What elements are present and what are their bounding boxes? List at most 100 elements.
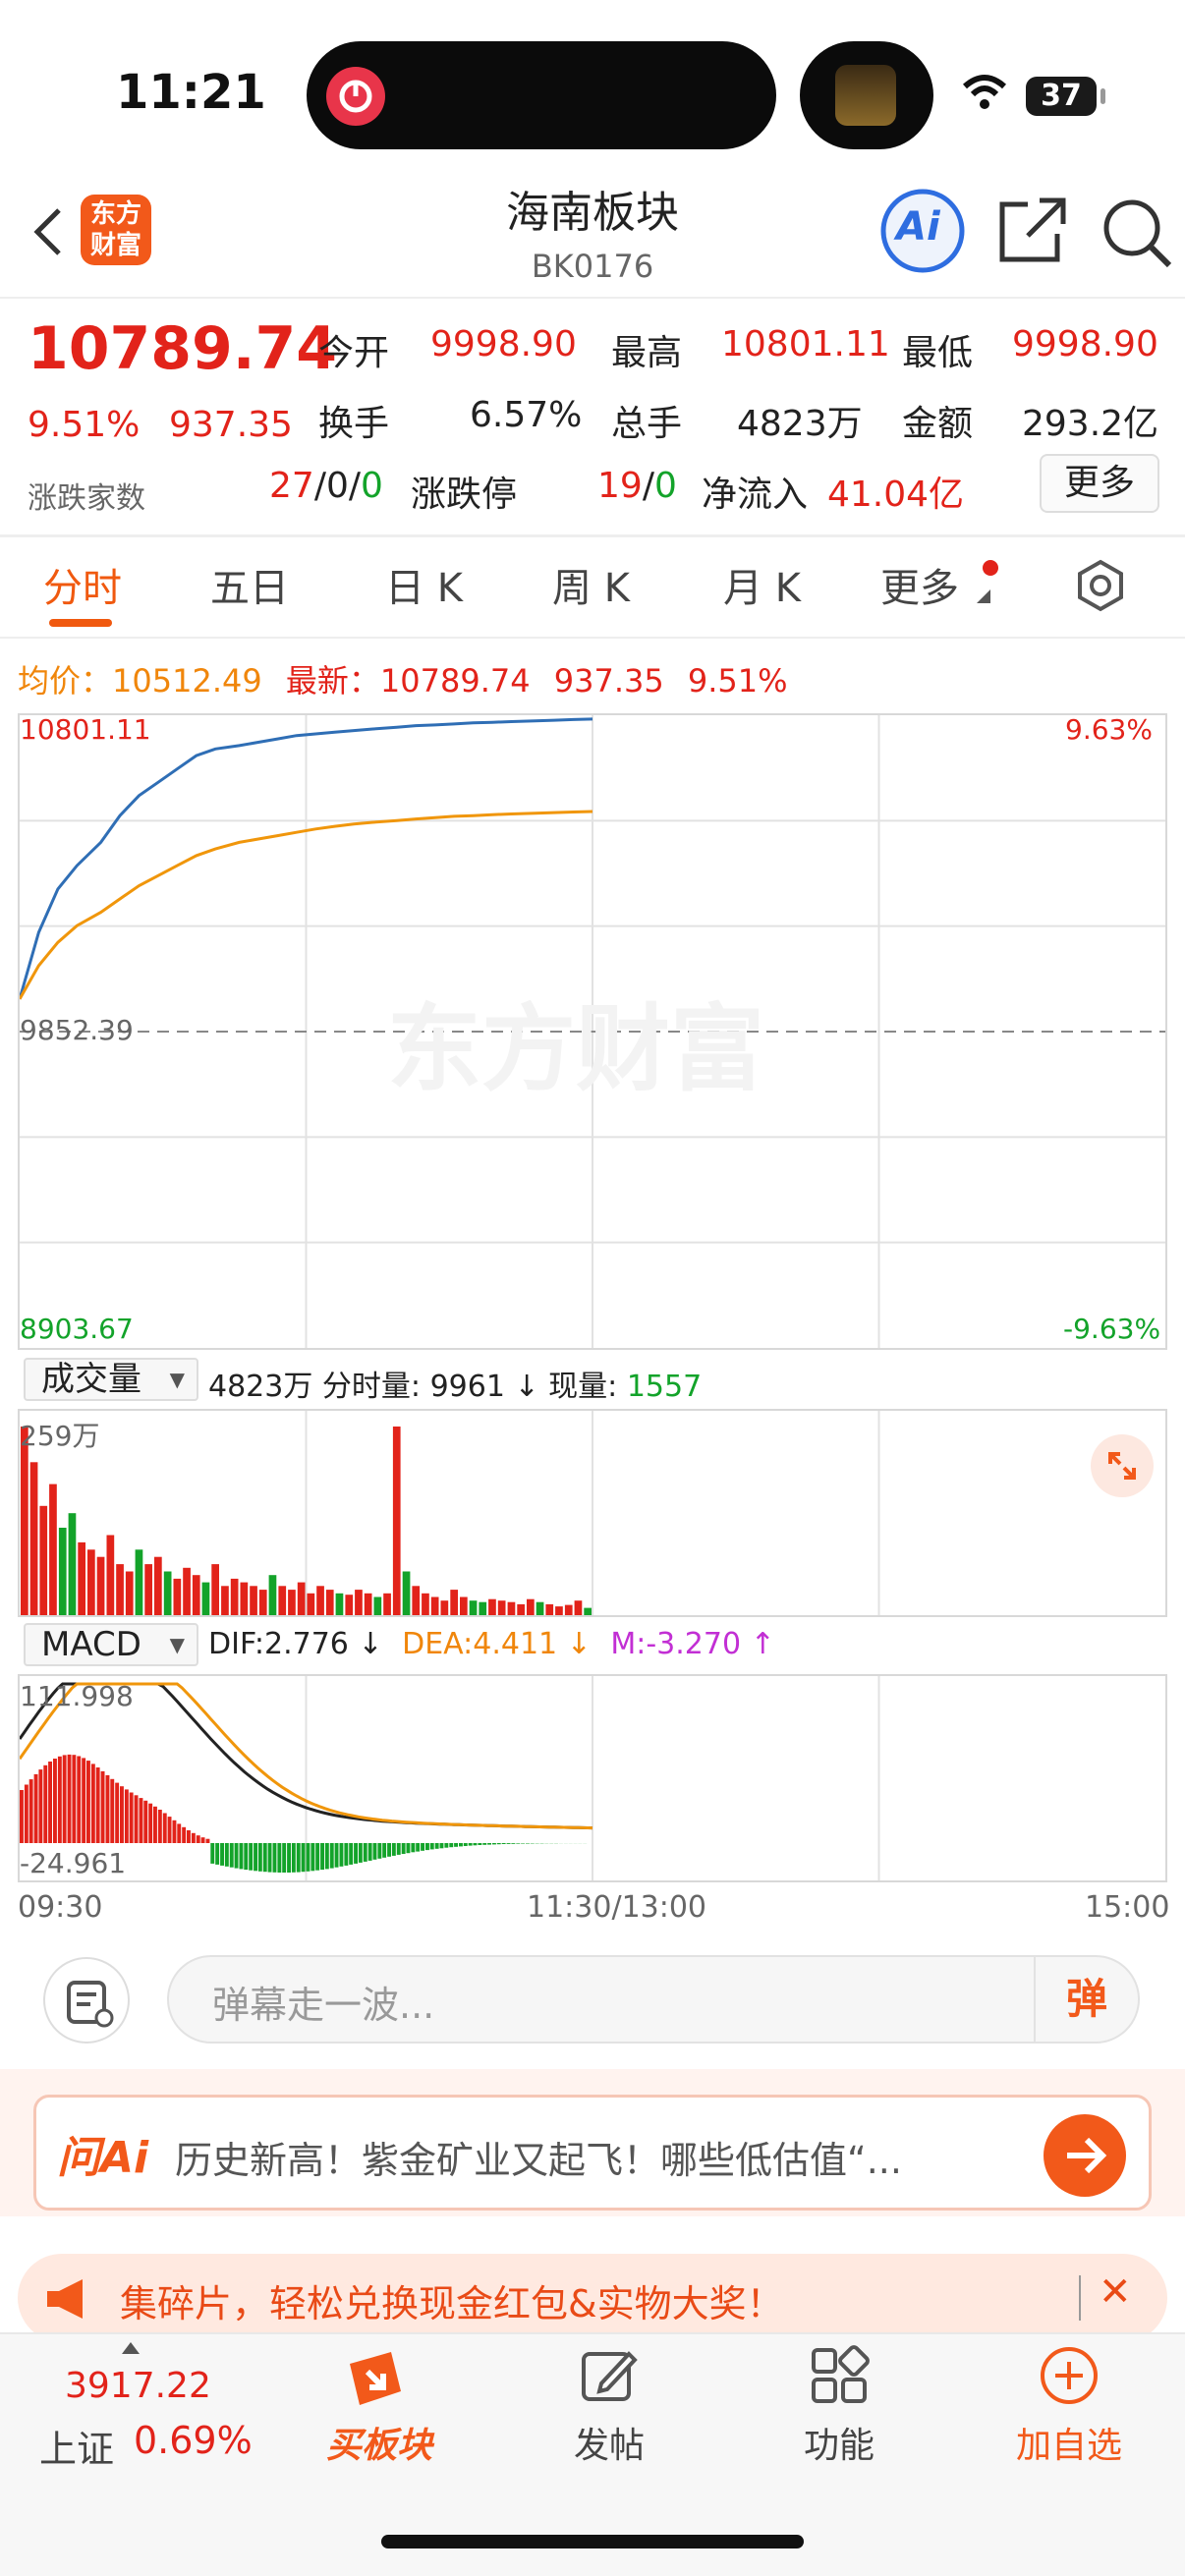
macd-hist-bar [358,1843,363,1863]
ai-icon [880,189,965,273]
macd-hist-bar [277,1843,282,1873]
volume-bar [383,1593,391,1615]
macd-hist-bar [134,1795,139,1843]
macd-indicator-select[interactable]: MACD ▼ [24,1623,198,1666]
volume-chart[interactable] [18,1409,1167,1617]
pct-change: 9.51% [28,405,141,445]
music-app-icon[interactable] [326,67,385,126]
macd-hist-bar [468,1843,473,1846]
buy-sector-label[interactable]: 买板块 [325,2426,432,2466]
volume-bar [536,1601,544,1615]
macd-hist-bar [425,1843,429,1851]
volume-bar [488,1598,496,1615]
macd-hist-bar [254,1843,257,1872]
share-button[interactable] [988,187,1077,275]
macd-hist-bar [210,1843,215,1864]
volume-bar [288,1590,296,1615]
volume-bar [221,1586,229,1615]
ai-question-box[interactable] [33,2095,1152,2211]
tab-five-day[interactable]: 五日 [210,566,289,611]
search-button[interactable] [1091,187,1179,275]
index-name[interactable]: 上证 [39,2428,115,2471]
promo-banner[interactable] [18,2254,1167,2342]
album-art-icon[interactable] [835,65,896,126]
avg-value: 10512.49 [112,662,262,700]
macd-hist-bar [205,1838,210,1843]
volume-bar [250,1586,257,1615]
price-line [20,717,593,1000]
dropdown-arrow-icon: ▼ [169,1633,185,1656]
macd-hist-bar [329,1843,334,1869]
volume-value: 4823万 [737,404,863,444]
macd-hist-bar [320,1843,324,1871]
promo-text: 集碎片，轻松兑换现金红包&实物大奖！ [120,2282,784,2325]
ai-go-button[interactable] [1044,2114,1126,2197]
macd-hist-bar [282,1843,287,1873]
volume-legend: 4823万 分时量: 9961 ↓ 现量: 1557 [208,1362,702,1405]
macd-min-label: -24.961 [20,1847,127,1879]
volume-label: 总手 [611,404,683,444]
search-icon [1103,199,1172,268]
time-close: 15:00 [1085,1890,1170,1925]
danmu-input[interactable] [167,1955,1140,2044]
macd-hist-bar [28,1779,33,1843]
danmu-toggle-button[interactable]: 弹 [1034,1957,1138,2042]
macd-hist-bar [487,1843,491,1845]
post-label[interactable]: 发帖 [573,2426,645,2466]
price-chart[interactable] [18,713,1167,1350]
function-label[interactable]: 功能 [803,2426,875,2466]
volume-bar [297,1582,306,1615]
index-pct[interactable]: 0.69% [134,2419,253,2462]
macd-hist-bar [110,1778,115,1843]
volume-bar [402,1571,411,1615]
buy-sector-icon[interactable] [340,2344,413,2411]
add-watchlist-label[interactable]: 加自选 [1015,2426,1122,2466]
tab-more[interactable]: 更多 [880,566,959,611]
price-mid-label: 9852.39 [20,1014,134,1046]
comment-list-button[interactable] [43,1957,130,2044]
macd-hist-bar [162,1813,167,1843]
latest-pct: 9.51% [687,662,788,700]
back-button[interactable] [24,196,73,265]
macd-hist-bar [377,1843,382,1859]
macd-hist-bar [196,1835,200,1843]
macd-hist-bar [463,1843,468,1846]
price-top-label: 10801.11 [20,713,151,746]
macd-hist-bar [387,1843,391,1857]
tab-weekly-k[interactable]: 周 K [552,566,630,611]
app-logo[interactable]: 东方财富 [81,195,151,265]
macd-hist-bar [239,1843,244,1870]
up-arrow-icon: ↑ [741,1627,775,1661]
macd-hist-bar [372,1843,377,1860]
limit-up: 19 [597,466,643,506]
chart-info-line: 均价：10512.49 最新：10789.74 937.35 9.51% [18,656,788,701]
volume-bar [392,1427,401,1615]
macd-hist-bar [177,1823,182,1843]
tab-daily-k[interactable]: 日 K [385,566,463,611]
edit-icon[interactable] [578,2344,641,2407]
volume-bar [364,1593,372,1615]
volume-bar [555,1606,563,1615]
grid-icon[interactable] [808,2344,871,2407]
promo-close-button[interactable]: ✕ [1099,2269,1132,2315]
plus-circle-icon[interactable] [1038,2344,1100,2407]
tab-intraday[interactable]: 分时 [43,566,122,611]
expand-button[interactable] [1091,1434,1154,1497]
settings-button[interactable] [1071,556,1130,615]
netflow-label: 净流入 [702,475,809,515]
macd-hist-bar [129,1792,134,1843]
corner-triangle-icon [977,589,990,603]
latest-value: 10789.74 [379,662,531,700]
tab-monthly-k[interactable]: 月 K [723,566,801,611]
macd-hist-bar [416,1843,421,1852]
up-triangle-icon [122,2342,140,2354]
amount-label: 金额 [902,404,974,444]
macd-chart[interactable] [18,1674,1167,1882]
battery-indicator: 37 [1026,77,1097,116]
ai-button[interactable]: Ai [878,187,967,275]
index-value[interactable]: 3917.22 [65,2366,211,2406]
volume-bar [373,1596,382,1615]
ai-prompt-text[interactable]: 历史新高！紫金矿业又起飞！哪些低估值“... [175,2139,902,2182]
volume-indicator-select[interactable]: 成交量 ▼ [24,1358,198,1401]
more-quote-button[interactable]: 更多 [1040,454,1159,513]
